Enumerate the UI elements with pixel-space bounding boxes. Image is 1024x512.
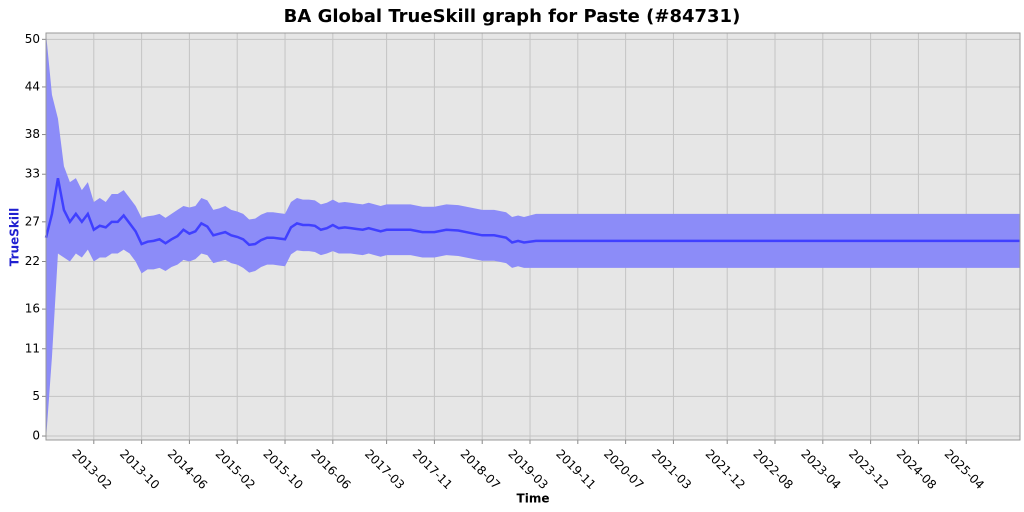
y-tick-label: 50 (25, 32, 40, 46)
x-tick-label: 2023-12 (846, 447, 891, 492)
x-tick-label: 2020-07 (601, 447, 646, 492)
confidence-band (46, 33, 1020, 440)
x-tick-label: 2013-10 (117, 447, 162, 492)
x-tick-label: 2023-04 (798, 447, 843, 492)
x-tick-label: 2015-02 (213, 447, 258, 492)
x-tick-label: 2019-11 (553, 447, 598, 492)
plot-border (45, 32, 1021, 441)
x-tick-label: 2017-11 (410, 447, 455, 492)
y-tick-label: 5 (32, 389, 40, 403)
y-tick-label: 11 (25, 341, 40, 355)
trueskill-line (44, 177, 1020, 247)
y-tick-label: 44 (25, 79, 40, 93)
y-tick-label: 38 (25, 127, 40, 141)
x-tick-label: 2018-07 (458, 447, 503, 492)
x-tick-label: 2021-12 (703, 447, 748, 492)
y-axis-label: TrueSkill (8, 208, 22, 266)
x-tick-label: 2024-08 (894, 447, 939, 492)
x-tick-label: 2022-08 (750, 447, 795, 492)
y-tick-label: 27 (25, 214, 40, 228)
x-tick-label: 2014-06 (165, 447, 210, 492)
x-tick-label: 2021-03 (649, 447, 694, 492)
x-tick-label: 2019-03 (505, 447, 550, 492)
x-tick-label: 2025-04 (942, 447, 987, 492)
x-tick-label: 2017-03 (362, 447, 407, 492)
y-tick-label: 16 (25, 302, 40, 316)
x-axis-label: Time (517, 492, 550, 506)
chart-title: BA Global TrueSkill graph for Paste (#84… (284, 6, 741, 27)
x-tick-label: 2016-06 (308, 447, 353, 492)
y-tick-label: 22 (25, 254, 40, 268)
x-tick-label: 2015-10 (260, 447, 305, 492)
y-tick-label: 33 (25, 167, 40, 181)
x-tick-label: 2013-02 (69, 447, 114, 492)
y-tick-label: 0 (32, 429, 40, 443)
